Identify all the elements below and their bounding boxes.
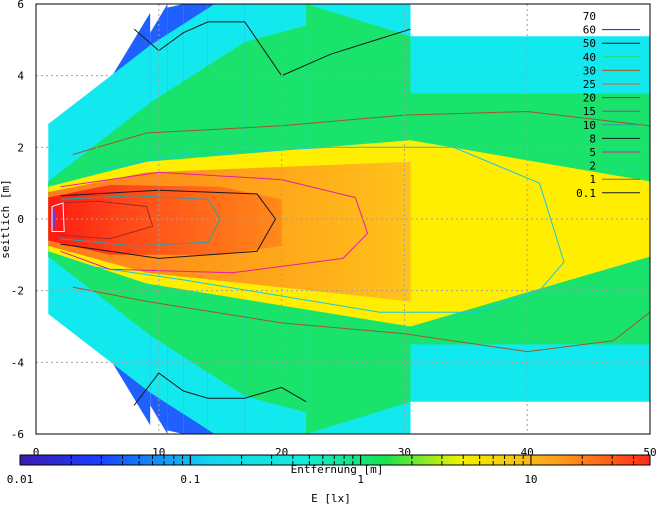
contour-10 [60,195,221,247]
y-tick-label: -4 [11,356,25,369]
colorbar: 0.01 0.1 1 10 [7,454,651,486]
contour-50 [51,202,65,232]
contour-1-lower [72,286,650,353]
legend-entry-label: 5 [589,146,596,159]
legend-entry-label: 30 [583,64,596,77]
y-tick-label: 6 [17,0,24,11]
contour-1-upper [72,110,650,155]
y-axis-label: seitlich [m] [0,179,12,258]
y-tick-label: 0 [17,213,24,226]
plot-frame [35,3,651,435]
legend-entry-label: 20 [583,92,596,105]
legend-entry-label: 60 [583,24,596,37]
legend-entry-label: 50 [583,37,596,50]
contour-0.1-lower [133,372,307,406]
legend-entry-label: 10 [583,119,596,132]
band-peak [52,210,56,228]
legend-entry-label: 8 [589,132,596,145]
x-axis-label: Entfernung [m] [291,463,384,476]
contour-0.1-upper [133,21,411,77]
grid [36,4,650,434]
y-tick-label: 4 [17,70,24,83]
colorbar-tick-label: 1 [357,473,364,486]
x-tick-label: 0 [33,446,40,459]
legend-entry-label: 0.1 [576,187,596,200]
legend-entry-label: 70 [583,10,596,23]
y-tick-label: -2 [11,285,24,298]
plot-border [35,3,651,435]
legend-entry-label: 2 [589,160,596,173]
y-tick-label: -6 [11,428,24,441]
colorbar-ticks: 0.01 0.1 1 10 [7,455,651,486]
legend-entry-label: 40 [583,51,596,64]
legend-entry-label: 1 [589,173,596,186]
colorbar-tick-label: 0.1 [180,473,200,486]
contour-5 [60,171,369,274]
colorbar-label: E [lx] [311,492,351,505]
heatmap-area [48,4,650,434]
colorbar-tick-label: 10 [524,473,537,486]
legend-entry-label: 25 [583,78,596,91]
contour-20 [60,200,154,240]
legend-entry-label: 15 [583,105,596,118]
y-tick-label: 2 [17,141,24,154]
colorbar-tick-label: 0.01 [7,473,34,486]
